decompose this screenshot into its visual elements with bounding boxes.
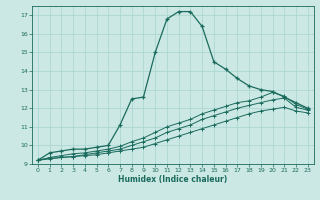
X-axis label: Humidex (Indice chaleur): Humidex (Indice chaleur) (118, 175, 228, 184)
